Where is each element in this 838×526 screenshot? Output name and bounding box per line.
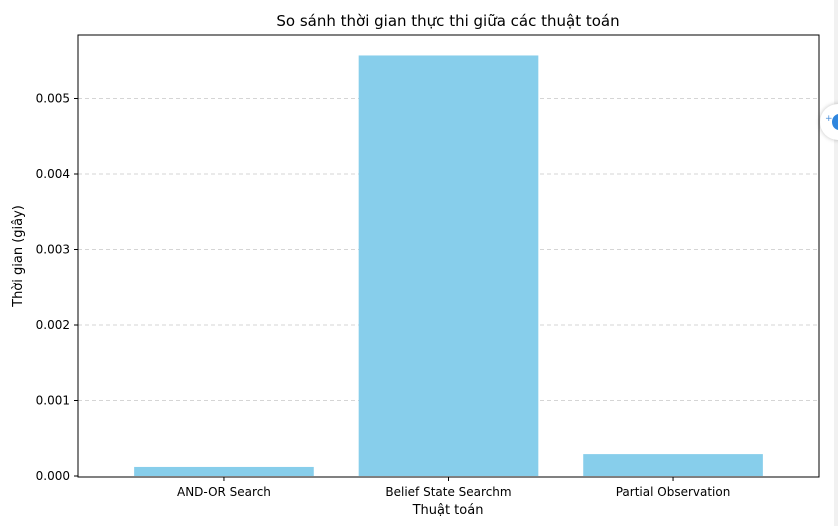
x-tick-label: Partial Observation	[616, 485, 731, 499]
y-tick-label: 0.003	[36, 243, 70, 257]
bar	[134, 466, 314, 476]
x-axis-ticks: AND-OR Search Belief State Searchm Partial…	[177, 477, 730, 499]
bar	[358, 55, 539, 477]
y-axis-ticks: 0.000 0.001 0.002 0.003 0.004 0.005	[36, 92, 78, 483]
scrollbar-track[interactable]	[834, 0, 838, 526]
assistant-floating-button[interactable]: +	[820, 104, 838, 140]
y-tick-label: 0.002	[36, 318, 70, 332]
x-tick-label: AND-OR Search	[177, 485, 271, 499]
plus-icon: +	[825, 114, 833, 124]
x-tick-label: Belief State Searchm	[385, 485, 511, 499]
bars	[134, 55, 763, 477]
grid-lines	[78, 98, 819, 401]
y-tick-label: 0.000	[36, 469, 70, 483]
y-tick-label: 0.001	[36, 394, 70, 408]
y-tick-label: 0.004	[36, 167, 70, 181]
x-axis-label: Thuật toán	[412, 503, 484, 518]
y-tick-label: 0.005	[36, 92, 70, 106]
bar	[583, 454, 763, 476]
chart-title: So sánh thời gian thực thi giữa các thuậ…	[276, 12, 619, 30]
y-axis-label: Thời gian (giây)	[11, 205, 26, 308]
assistant-icon	[832, 114, 838, 130]
